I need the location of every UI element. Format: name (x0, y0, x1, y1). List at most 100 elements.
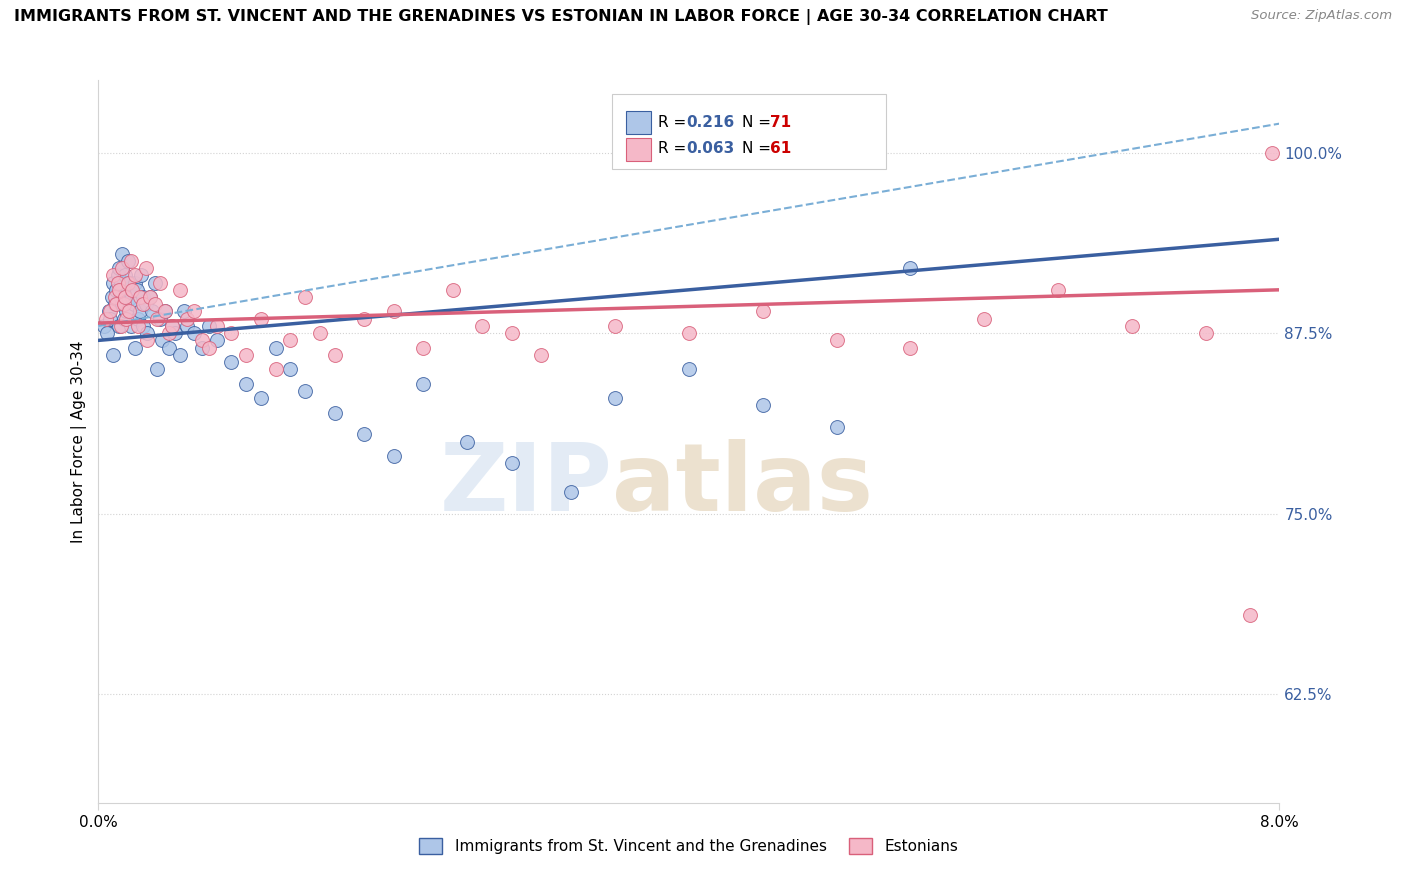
Point (112, 311, 135, 326)
Point (103, 276, 125, 290)
Point (471, 318, 494, 333)
Point (132, 297, 155, 311)
Point (1121, 318, 1143, 333)
Point (104, 290, 127, 304)
Point (382, 304, 405, 318)
Point (114, 290, 136, 304)
Point (530, 348, 553, 362)
Point (169, 348, 191, 362)
Point (825, 334, 848, 348)
Point (198, 341, 221, 355)
Point (412, 376, 434, 391)
Point (280, 362, 302, 376)
Point (98, 311, 121, 326)
Text: ZIP: ZIP (439, 439, 612, 531)
Point (150, 334, 173, 348)
Point (127, 318, 149, 333)
Point (105, 283, 128, 297)
Point (382, 449, 405, 463)
Text: N =: N = (742, 142, 776, 156)
Point (353, 427, 375, 442)
Point (752, 399, 775, 413)
Point (205, 318, 228, 333)
Point (98, 304, 121, 318)
Point (1046, 283, 1070, 297)
Legend: Immigrants from St. Vincent and the Grenadines, Estonians: Immigrants from St. Vincent and the Gren… (413, 832, 965, 860)
Point (191, 341, 214, 355)
Point (176, 318, 198, 333)
Point (323, 348, 346, 362)
Point (103, 268, 125, 283)
Point (108, 283, 131, 297)
Point (135, 261, 157, 276)
Point (110, 290, 132, 304)
Point (117, 283, 139, 297)
Point (96, 326, 118, 341)
Point (205, 334, 228, 348)
Point (153, 304, 176, 318)
Point (111, 246, 134, 260)
Point (221, 355, 243, 369)
Point (678, 362, 700, 376)
Text: IMMIGRANTS FROM ST. VINCENT AND THE GRENADINES VS ESTONIAN IN LABOR FORCE | AGE : IMMIGRANTS FROM ST. VINCENT AND THE GREN… (14, 9, 1108, 25)
Point (103, 348, 125, 362)
Text: atlas: atlas (612, 439, 873, 531)
Point (605, 318, 627, 333)
Point (173, 304, 195, 318)
Point (191, 334, 214, 348)
Point (560, 485, 582, 500)
Point (94, 311, 117, 326)
Point (124, 276, 146, 290)
Point (135, 297, 157, 311)
Point (235, 376, 257, 391)
Point (501, 456, 523, 470)
Point (501, 326, 523, 341)
Point (115, 304, 138, 318)
Point (441, 283, 464, 297)
Point (149, 276, 172, 290)
Point (125, 283, 148, 297)
Point (825, 420, 848, 434)
Point (353, 311, 375, 326)
Point (1239, 607, 1261, 622)
Point (97, 304, 120, 318)
Point (105, 297, 128, 311)
Point (117, 276, 139, 290)
Point (112, 297, 135, 311)
Point (120, 318, 142, 333)
Point (280, 334, 302, 348)
Point (111, 261, 134, 276)
Point (139, 290, 162, 304)
Point (104, 297, 127, 311)
Point (157, 326, 180, 341)
Point (110, 318, 132, 333)
Point (124, 268, 146, 283)
Point (120, 253, 142, 268)
Text: 71: 71 (770, 115, 792, 129)
Text: Source: ZipAtlas.com: Source: ZipAtlas.com (1251, 9, 1392, 22)
Point (973, 311, 995, 326)
Point (139, 290, 162, 304)
Point (165, 326, 187, 341)
Point (117, 253, 139, 268)
Point (169, 283, 191, 297)
Point (1261, 145, 1284, 160)
Point (294, 384, 316, 398)
Point (107, 276, 129, 290)
Text: R =: R = (658, 142, 692, 156)
Text: R =: R = (658, 115, 692, 129)
Point (108, 318, 131, 333)
Point (149, 311, 172, 326)
Point (1195, 326, 1218, 341)
Point (143, 297, 166, 311)
Point (128, 290, 150, 304)
Point (122, 297, 145, 311)
Point (124, 341, 146, 355)
Point (110, 276, 132, 290)
Point (323, 406, 346, 420)
Point (93, 318, 115, 333)
Point (100, 290, 122, 304)
Point (115, 311, 138, 326)
Point (412, 341, 434, 355)
Point (264, 362, 287, 376)
